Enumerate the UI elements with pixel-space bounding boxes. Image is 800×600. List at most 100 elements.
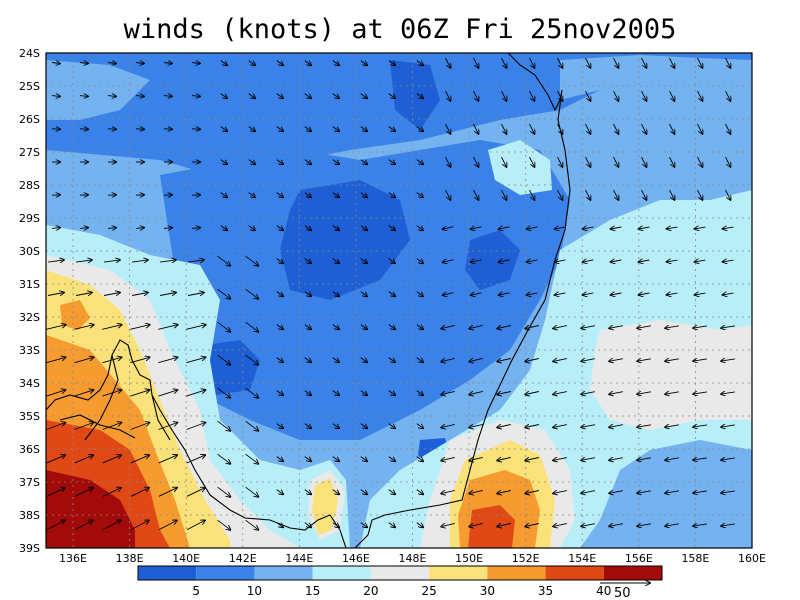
wind-vector (245, 420, 259, 431)
wind-vector (665, 392, 679, 394)
wind-vector (388, 456, 395, 462)
lat-label: 32S (19, 311, 40, 324)
wind-vector (581, 326, 595, 329)
wind-vector (469, 391, 483, 394)
wind-vector (276, 423, 283, 429)
wind-vector (721, 524, 735, 526)
wind-vector (501, 90, 507, 101)
wind-vector (130, 390, 150, 397)
wind-vector (76, 293, 92, 296)
wind-vector (557, 189, 563, 200)
lat-label: 30S (19, 245, 40, 258)
wind-vector (248, 225, 255, 231)
wind-vector (693, 524, 707, 526)
wind-vector (160, 293, 176, 296)
wind-vector (74, 325, 93, 330)
wind-vector (665, 425, 679, 427)
wind-vector (102, 520, 121, 530)
wind-vector (186, 390, 206, 397)
wind-vector (217, 387, 231, 398)
wind-vector (74, 520, 93, 530)
wind-vector (553, 491, 567, 494)
wind-vector (469, 490, 483, 493)
wind-vector (332, 159, 339, 165)
wind-vector (416, 522, 423, 528)
wind-vector (693, 491, 707, 493)
wind-vector (497, 458, 511, 461)
colorbar-label: 25 (421, 584, 436, 598)
wind-vector (388, 192, 395, 198)
wind-vector (107, 228, 116, 229)
wind-vector (555, 260, 566, 262)
wind-vector (332, 93, 339, 99)
wind-vector (360, 456, 367, 462)
wind-vector (527, 293, 538, 295)
wind-vector (723, 293, 734, 295)
wind-vector (665, 326, 679, 328)
wind-vector (102, 455, 121, 464)
wind-vector (529, 156, 535, 167)
wind-vector (725, 90, 731, 101)
wind-vector (248, 192, 255, 198)
wind-vector (639, 227, 650, 229)
wind-vector (188, 260, 204, 262)
colorbar-label: 20 (363, 584, 378, 598)
lat-label: 31S (19, 278, 40, 291)
wind-vector (581, 392, 595, 395)
wind-vector (158, 423, 178, 430)
wind-vector (217, 420, 231, 431)
wind-vector (525, 425, 539, 428)
wind-vector (473, 57, 479, 68)
colorbar-label: 5 (192, 584, 200, 598)
wind-vector (725, 156, 731, 167)
colorbar-labels: 5 10 15 20 25 30 35 40 (192, 584, 611, 598)
wind-vector (220, 192, 227, 198)
wind-vector (609, 458, 623, 461)
wind-vector (529, 57, 535, 68)
wind-vector (107, 63, 116, 64)
wind-vector (613, 156, 619, 167)
wind-vector (695, 260, 706, 262)
wind-vector (497, 392, 511, 395)
colorbar-swatch (254, 566, 313, 580)
wind-vector (469, 424, 483, 427)
wind-vector (525, 524, 539, 527)
wind-vector (469, 523, 483, 526)
lat-label: 39S (19, 542, 40, 555)
wind-vector (416, 291, 423, 297)
wind-vector (158, 357, 177, 364)
wind-vector (445, 156, 451, 167)
wind-vector (332, 60, 339, 66)
wind-vector (441, 325, 455, 328)
wind-vector (693, 392, 707, 394)
wind-vector (332, 192, 339, 198)
wind-vector (665, 524, 679, 526)
colorbar-label: 35 (538, 584, 553, 598)
wind-vector (79, 63, 88, 64)
wind-vector (130, 520, 149, 530)
wind-vector (637, 392, 651, 394)
wind-vector (697, 156, 703, 167)
wind-vector (135, 96, 144, 97)
wind-vector (276, 522, 283, 528)
wind-vector (132, 293, 148, 296)
wind-vector (441, 424, 455, 427)
wind-vector (527, 260, 538, 262)
wind-vector (245, 519, 259, 530)
wind-vector (639, 260, 650, 262)
colorbar (137, 565, 663, 581)
wind-vector (611, 227, 622, 229)
lat-label: 33S (19, 344, 40, 357)
wind-vector (74, 357, 93, 364)
wind-vector (104, 293, 120, 296)
wind-vector (721, 326, 735, 328)
wind-vector (445, 189, 451, 200)
wind-vector (304, 324, 311, 330)
wind-vector (130, 488, 149, 497)
wind-vector (48, 293, 64, 296)
wind-vector (557, 57, 563, 68)
wind-vector (74, 423, 94, 430)
wind-vector (46, 488, 65, 497)
wind-vector (245, 288, 259, 299)
